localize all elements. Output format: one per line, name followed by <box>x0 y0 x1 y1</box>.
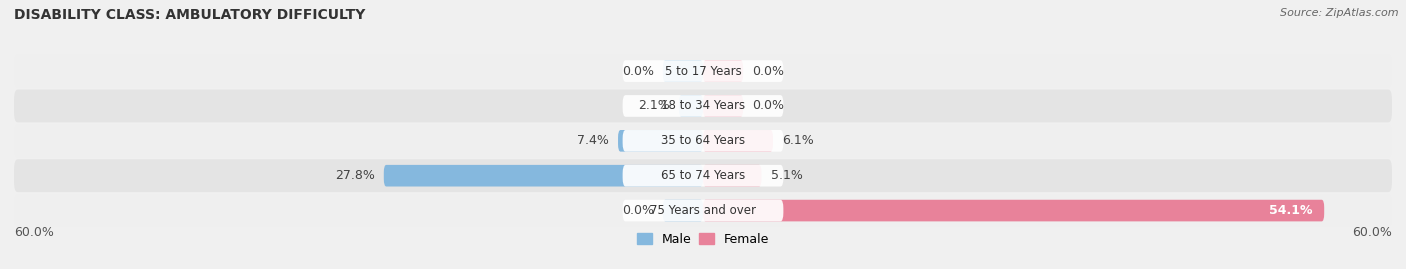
FancyBboxPatch shape <box>703 95 744 117</box>
Text: 0.0%: 0.0% <box>621 204 654 217</box>
Text: 60.0%: 60.0% <box>1353 226 1392 239</box>
Text: 27.8%: 27.8% <box>335 169 374 182</box>
FancyBboxPatch shape <box>623 130 783 152</box>
FancyBboxPatch shape <box>14 90 1392 122</box>
FancyBboxPatch shape <box>703 165 762 186</box>
Text: 35 to 64 Years: 35 to 64 Years <box>661 134 745 147</box>
FancyBboxPatch shape <box>384 165 703 186</box>
Text: 65 to 74 Years: 65 to 74 Years <box>661 169 745 182</box>
FancyBboxPatch shape <box>14 55 1392 87</box>
Text: 0.0%: 0.0% <box>621 65 654 77</box>
Text: 2.1%: 2.1% <box>638 100 669 112</box>
FancyBboxPatch shape <box>703 60 744 82</box>
FancyBboxPatch shape <box>619 130 703 152</box>
FancyBboxPatch shape <box>662 60 703 82</box>
FancyBboxPatch shape <box>623 165 783 186</box>
FancyBboxPatch shape <box>703 200 1324 221</box>
FancyBboxPatch shape <box>623 200 783 221</box>
Text: 54.1%: 54.1% <box>1270 204 1313 217</box>
Text: Source: ZipAtlas.com: Source: ZipAtlas.com <box>1281 8 1399 18</box>
Text: 0.0%: 0.0% <box>752 65 785 77</box>
Text: 5 to 17 Years: 5 to 17 Years <box>665 65 741 77</box>
FancyBboxPatch shape <box>14 194 1392 227</box>
Text: 75 Years and over: 75 Years and over <box>650 204 756 217</box>
Legend: Male, Female: Male, Female <box>637 232 769 246</box>
FancyBboxPatch shape <box>679 95 703 117</box>
Text: 60.0%: 60.0% <box>14 226 53 239</box>
FancyBboxPatch shape <box>703 130 773 152</box>
Text: DISABILITY CLASS: AMBULATORY DIFFICULTY: DISABILITY CLASS: AMBULATORY DIFFICULTY <box>14 8 366 22</box>
Text: 6.1%: 6.1% <box>782 134 814 147</box>
Text: 5.1%: 5.1% <box>770 169 803 182</box>
Text: 0.0%: 0.0% <box>752 100 785 112</box>
FancyBboxPatch shape <box>623 95 783 117</box>
FancyBboxPatch shape <box>14 159 1392 192</box>
FancyBboxPatch shape <box>623 60 783 82</box>
Text: 18 to 34 Years: 18 to 34 Years <box>661 100 745 112</box>
FancyBboxPatch shape <box>14 125 1392 157</box>
FancyBboxPatch shape <box>662 200 703 221</box>
Text: 7.4%: 7.4% <box>576 134 609 147</box>
